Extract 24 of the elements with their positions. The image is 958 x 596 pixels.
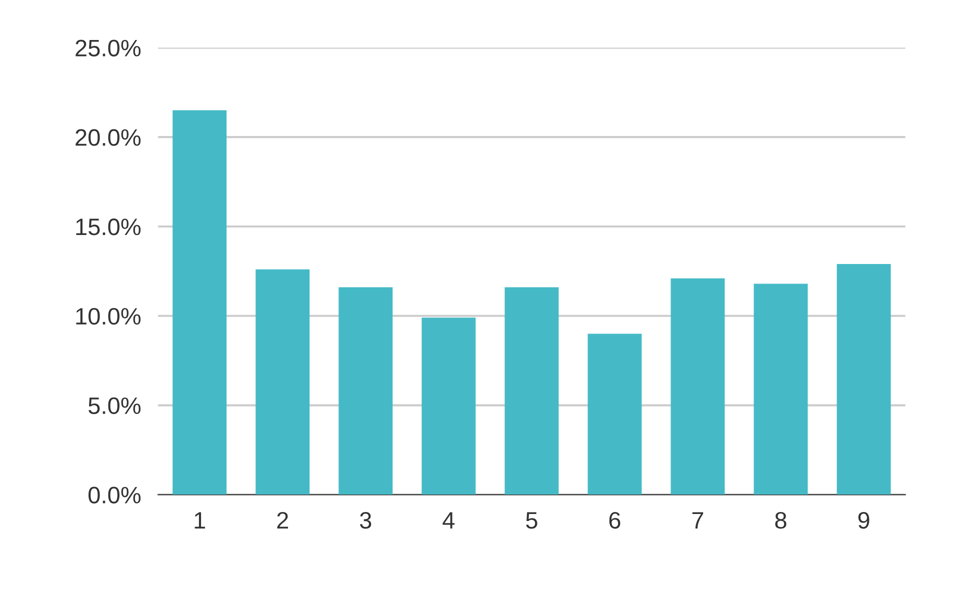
x-tick-label: 6 xyxy=(609,512,620,529)
y-tick-label: 15.0% xyxy=(76,218,141,236)
y-tick-label: 25.0% xyxy=(76,40,141,56)
x-tick-label: 2 xyxy=(277,512,288,528)
bar xyxy=(338,287,393,495)
x-tick-label: 3 xyxy=(360,512,372,529)
bar xyxy=(172,110,227,495)
bar xyxy=(256,269,310,495)
x-tick-label: 4 xyxy=(442,512,455,528)
bar xyxy=(836,264,891,495)
bar xyxy=(670,278,725,495)
x-tick-label: 7 xyxy=(692,512,704,528)
x-tick-label: 8 xyxy=(775,512,786,529)
x-tick-label: 1 xyxy=(194,512,205,528)
y-tick-label: 0.0% xyxy=(88,486,141,504)
bar xyxy=(588,334,642,495)
bar xyxy=(422,318,476,495)
bar xyxy=(754,284,808,495)
y-tick-label: 20.0% xyxy=(76,129,141,146)
x-tick-label: 9 xyxy=(858,512,870,529)
x-tick-label: 5 xyxy=(526,512,538,529)
y-tick-label: 5.0% xyxy=(88,397,141,414)
bar xyxy=(504,287,559,495)
y-tick-label: 10.0% xyxy=(76,308,141,325)
